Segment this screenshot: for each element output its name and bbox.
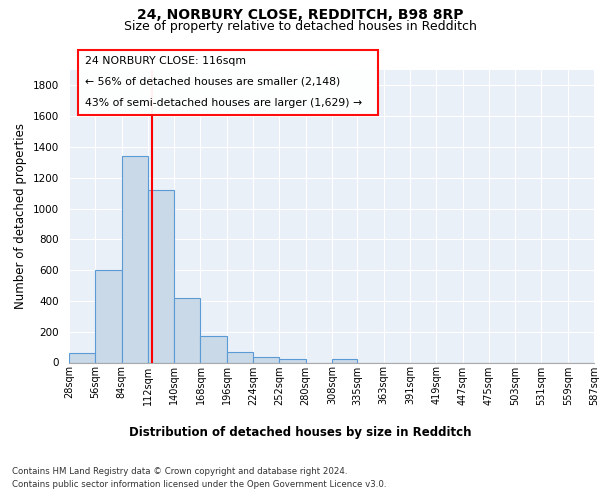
Bar bbox=[174, 298, 200, 362]
Bar bbox=[227, 352, 253, 362]
Bar bbox=[332, 360, 358, 362]
Text: Contains public sector information licensed under the Open Government Licence v3: Contains public sector information licen… bbox=[12, 480, 386, 489]
Bar bbox=[69, 354, 95, 362]
Text: Distribution of detached houses by size in Redditch: Distribution of detached houses by size … bbox=[129, 426, 471, 439]
Text: 24 NORBURY CLOSE: 116sqm: 24 NORBURY CLOSE: 116sqm bbox=[85, 56, 246, 66]
Bar bbox=[95, 270, 122, 362]
Text: Size of property relative to detached houses in Redditch: Size of property relative to detached ho… bbox=[124, 20, 476, 33]
Bar bbox=[253, 357, 280, 362]
Bar bbox=[280, 360, 305, 362]
Text: 24, NORBURY CLOSE, REDDITCH, B98 8RP: 24, NORBURY CLOSE, REDDITCH, B98 8RP bbox=[137, 8, 463, 22]
Bar bbox=[200, 336, 227, 362]
Text: 43% of semi-detached houses are larger (1,629) →: 43% of semi-detached houses are larger (… bbox=[85, 98, 362, 108]
Y-axis label: Number of detached properties: Number of detached properties bbox=[14, 123, 28, 309]
Text: Contains HM Land Registry data © Crown copyright and database right 2024.: Contains HM Land Registry data © Crown c… bbox=[12, 468, 347, 476]
Bar bbox=[148, 190, 174, 362]
Bar bbox=[122, 156, 148, 362]
Text: ← 56% of detached houses are smaller (2,148): ← 56% of detached houses are smaller (2,… bbox=[85, 77, 340, 87]
